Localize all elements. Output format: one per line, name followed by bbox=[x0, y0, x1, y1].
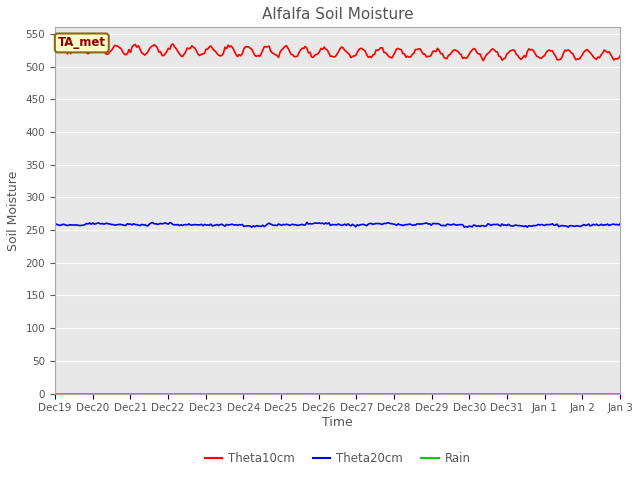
X-axis label: Time: Time bbox=[322, 416, 353, 429]
Text: TA_met: TA_met bbox=[58, 36, 106, 49]
Legend: Theta10cm, Theta20cm, Rain: Theta10cm, Theta20cm, Rain bbox=[200, 447, 475, 469]
Y-axis label: Soil Moisture: Soil Moisture bbox=[7, 170, 20, 251]
Title: Alfalfa Soil Moisture: Alfalfa Soil Moisture bbox=[262, 7, 413, 22]
